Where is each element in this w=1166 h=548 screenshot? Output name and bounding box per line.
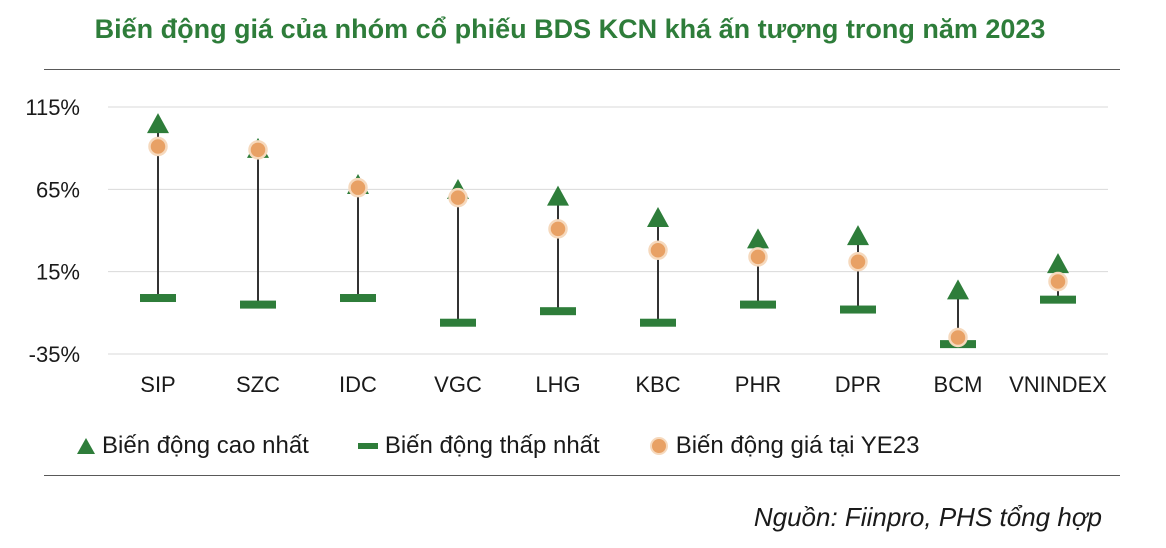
- chart-plot: -35% 15% 65% 115% SIP SZC IDC VGC LHG KBC PHR DPR BC…: [25, 95, 1108, 397]
- high-marker: [147, 113, 169, 134]
- legend-label-low: Biến động thấp nhất: [384, 432, 600, 459]
- low-marker: [440, 318, 476, 327]
- y-tick-label: 15%: [36, 260, 80, 285]
- legend-rule: [44, 475, 1120, 476]
- x-tick-label: DPR: [835, 372, 881, 397]
- x-tick-label: VGC: [434, 372, 482, 397]
- low-marker: [840, 305, 876, 314]
- low-marker: [640, 318, 676, 327]
- ye-marker: [548, 219, 568, 239]
- ye-marker: [1048, 271, 1068, 292]
- circle-marker-icon: [649, 437, 668, 455]
- title-rule: [44, 69, 1120, 70]
- ye-marker: [848, 252, 868, 272]
- high-marker: [847, 225, 869, 246]
- x-tick-label: LHG: [535, 372, 580, 397]
- x-tick-label: KBC: [635, 372, 680, 397]
- ye-marker: [148, 136, 168, 157]
- x-tick-label: IDC: [339, 372, 377, 397]
- dash-marker-icon: [357, 443, 378, 449]
- low-marker: [240, 300, 276, 309]
- low-marker: [140, 294, 176, 303]
- x-tick-label: PHR: [735, 372, 781, 397]
- high-marker: [647, 206, 669, 227]
- ye-marker: [948, 327, 968, 348]
- y-tick-label: 115%: [25, 95, 80, 120]
- ye-marker: [448, 187, 468, 208]
- low-marker: [340, 294, 376, 303]
- source-note: Nguồn: Fiinpro, PHS tổng hợp: [753, 502, 1102, 532]
- high-marker: [947, 279, 969, 300]
- y-tick-label: 65%: [36, 177, 80, 202]
- chart-legend: Biến động cao nhất Biến động thấp nhất B…: [76, 432, 967, 460]
- legend-item-high: Biến động cao nhất: [76, 432, 309, 460]
- y-tick-label: -35%: [29, 342, 80, 367]
- low-marker: [740, 300, 776, 309]
- x-tick-label: VNINDEX: [1009, 372, 1107, 397]
- ye-marker: [648, 240, 668, 261]
- high-marker: [547, 185, 569, 206]
- legend-item-ye: Biến động giá tại YE23: [648, 432, 920, 460]
- legend-item-low: Biến động thấp nhất: [357, 432, 600, 460]
- legend-label-high: Biến động cao nhất: [102, 432, 309, 459]
- triangle-marker-icon: [77, 438, 95, 454]
- high-marker: [1047, 253, 1069, 274]
- high-marker: [747, 228, 769, 249]
- ye-marker: [748, 247, 768, 267]
- ye-marker: [348, 177, 368, 198]
- chart-title: Biến động giá của nhóm cổ phiếu BDS KCN …: [94, 14, 1046, 44]
- legend-label-ye: Biến động giá tại YE23: [675, 432, 920, 459]
- x-tick-label: SIP: [140, 372, 175, 397]
- low-marker: [1040, 295, 1076, 304]
- x-tick-label: BCM: [934, 372, 983, 397]
- ye-marker: [248, 140, 268, 160]
- low-marker: [540, 307, 576, 316]
- x-tick-label: SZC: [236, 372, 280, 397]
